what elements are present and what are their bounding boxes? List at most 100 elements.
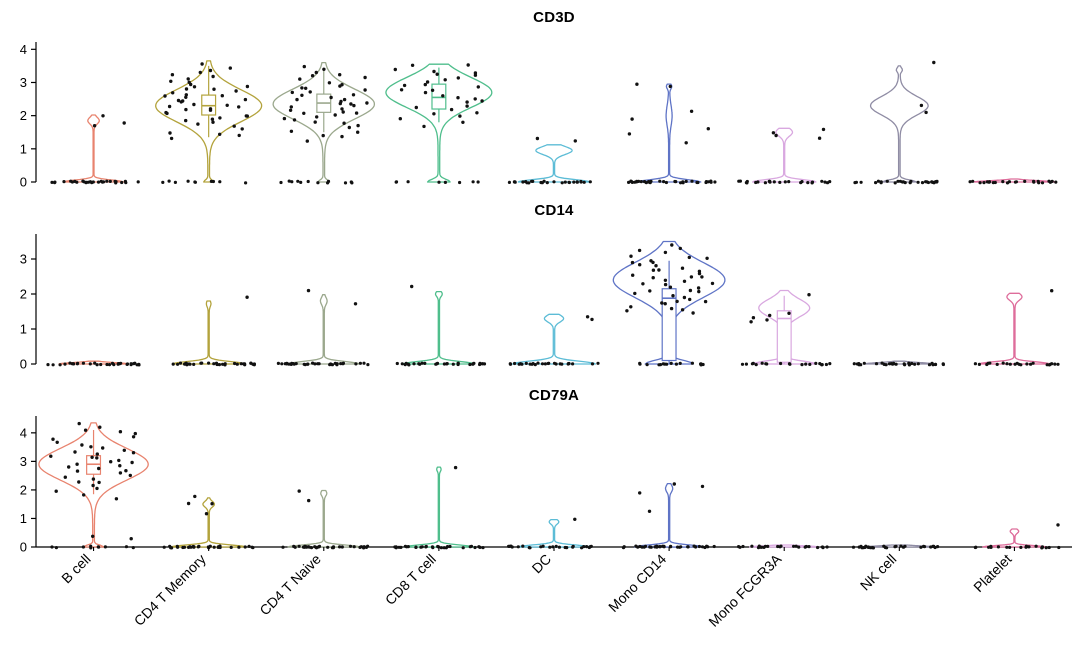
zero-point <box>563 180 567 184</box>
zero-point <box>712 544 716 549</box>
zero-point <box>89 544 93 548</box>
zero-point <box>524 361 528 365</box>
data-point <box>475 111 479 115</box>
zero-point <box>920 181 925 185</box>
zero-point <box>893 181 897 185</box>
zero-point <box>787 180 791 184</box>
y-tick-label: 3 <box>20 75 27 90</box>
y-tick-label: 0 <box>20 540 27 555</box>
data-point <box>232 124 236 128</box>
data-point <box>168 131 172 135</box>
zero-point <box>639 180 643 184</box>
zero-point <box>136 180 140 184</box>
data-point <box>77 480 81 484</box>
data-point <box>208 68 213 73</box>
zero-point <box>995 362 999 366</box>
zero-point <box>697 544 702 549</box>
zero-point <box>804 544 808 549</box>
zero-point <box>824 362 829 367</box>
y-tick-label: 0 <box>20 175 27 190</box>
data-point <box>774 133 778 138</box>
zero-point <box>968 180 972 184</box>
data-point <box>688 288 693 293</box>
zero-point <box>242 362 246 366</box>
zero-point <box>932 544 936 549</box>
zero-point <box>70 180 74 184</box>
data-point <box>186 501 191 506</box>
zero-point <box>58 363 62 367</box>
data-point <box>365 101 369 105</box>
data-point <box>654 264 658 268</box>
zero-point <box>760 361 764 365</box>
data-point <box>90 455 94 459</box>
y-tick-label: 2 <box>20 482 27 497</box>
data-point <box>308 90 312 94</box>
violin-nk-cell <box>869 65 929 183</box>
zero-point <box>481 546 485 550</box>
zero-point <box>530 179 534 183</box>
zero-point <box>482 362 487 366</box>
zero-point <box>331 546 335 550</box>
data-point <box>92 124 97 128</box>
zero-point <box>276 361 280 365</box>
x-axis-label-cd4-t-naive: CD4 T Naive <box>256 551 324 619</box>
zero-point <box>294 362 298 366</box>
data-point <box>338 101 342 106</box>
zero-point <box>303 363 307 367</box>
zero-point <box>658 545 662 549</box>
zero-point <box>316 181 320 185</box>
data-point <box>700 484 705 489</box>
zero-point <box>471 180 475 184</box>
zero-point <box>1005 545 1009 549</box>
zero-point <box>902 362 906 366</box>
zero-point <box>478 361 482 365</box>
zero-point <box>348 544 353 548</box>
zero-point <box>1027 545 1031 549</box>
zero-point <box>403 363 407 367</box>
data-point <box>352 103 356 108</box>
zero-point <box>108 179 112 183</box>
zero-point <box>1040 181 1045 185</box>
data-point <box>706 127 710 131</box>
zero-point <box>93 361 97 365</box>
data-point <box>651 260 655 265</box>
data-point <box>422 124 426 129</box>
data-point <box>290 90 294 95</box>
data-point <box>101 114 105 118</box>
data-point <box>807 293 811 297</box>
zero-point <box>207 361 211 365</box>
data-point <box>430 88 435 93</box>
zero-point <box>941 362 946 367</box>
data-point <box>354 111 359 115</box>
zero-point <box>192 362 196 366</box>
data-point <box>340 134 344 139</box>
data-point <box>122 448 127 452</box>
data-point <box>697 271 702 276</box>
zero-point <box>178 361 183 365</box>
data-point <box>476 85 480 89</box>
data-point <box>573 139 577 143</box>
zero-point <box>978 181 982 185</box>
zero-point <box>352 545 356 549</box>
data-point <box>660 301 664 305</box>
data-point <box>75 469 80 473</box>
zero-point <box>807 545 811 549</box>
zero-point <box>804 362 808 366</box>
zero-point <box>1013 362 1017 366</box>
data-point <box>684 141 688 145</box>
zero-point <box>935 179 939 183</box>
data-point <box>313 120 317 124</box>
data-point <box>169 79 173 84</box>
zero-point <box>296 179 300 183</box>
zero-point <box>638 362 642 366</box>
data-point <box>295 97 299 102</box>
data-point <box>669 306 674 311</box>
violin-cd8-t-cell <box>385 63 493 183</box>
data-point <box>449 107 454 112</box>
zero-point <box>882 362 886 366</box>
y-tick-label: 1 <box>20 511 27 526</box>
data-point <box>466 63 470 67</box>
zero-point <box>794 544 798 548</box>
data-point <box>329 95 333 100</box>
data-point <box>458 114 462 118</box>
